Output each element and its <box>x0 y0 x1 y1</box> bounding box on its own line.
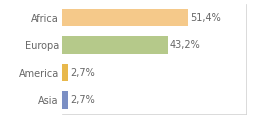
Bar <box>62 64 68 81</box>
Text: 51,4%: 51,4% <box>190 13 221 23</box>
Text: 2,7%: 2,7% <box>70 68 95 78</box>
Bar <box>62 36 168 54</box>
Text: 43,2%: 43,2% <box>170 40 201 50</box>
Bar <box>62 9 188 27</box>
Bar <box>62 91 68 109</box>
Text: 2,7%: 2,7% <box>70 95 95 105</box>
